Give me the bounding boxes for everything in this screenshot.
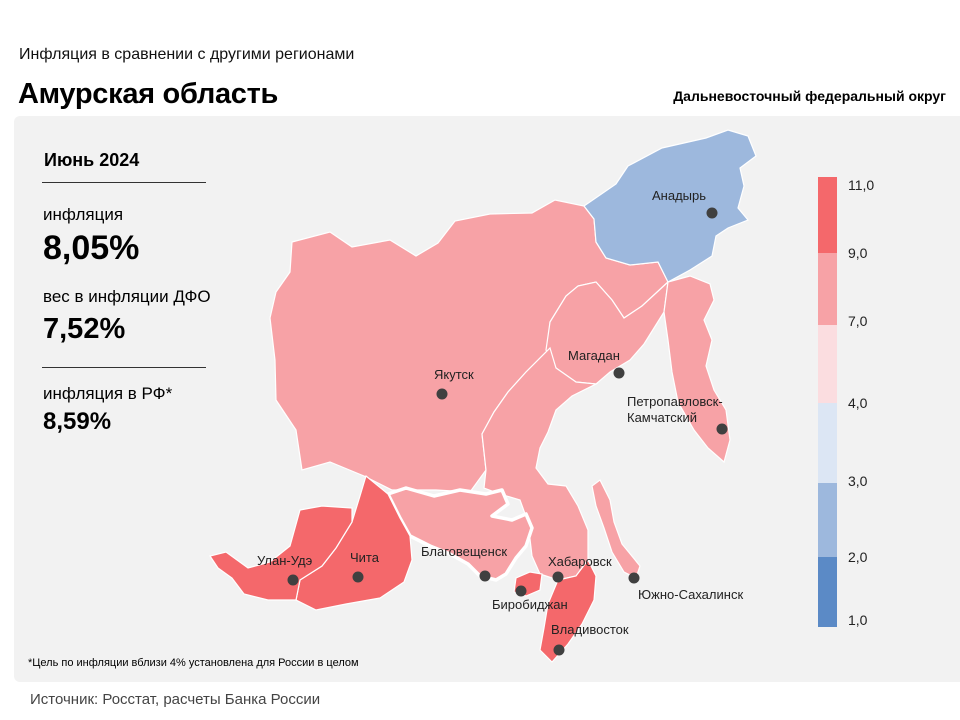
legend-bin-4-7: [818, 325, 837, 403]
region-sakhalin[interactable]: [591, 479, 641, 579]
city-dot-birobidzhan: [515, 585, 527, 597]
region-primorye[interactable]: [539, 558, 597, 663]
rf-inflation-label: инфляция в РФ*: [43, 384, 173, 403]
city-dot-ulan-ude: [287, 574, 299, 586]
district-title: Дальневосточный федеральный округ: [673, 88, 946, 104]
city-label-magadan: Магадан: [568, 348, 620, 363]
city-dot-magadan: [613, 367, 625, 379]
region-magadan[interactable]: [545, 280, 669, 385]
divider-top: [42, 182, 206, 183]
legend-bin-7-9: [818, 253, 837, 325]
region-kamchatka[interactable]: [663, 275, 731, 464]
weight-value: 7,52%: [43, 313, 126, 345]
region-buryatia[interactable]: [209, 505, 353, 601]
city-dot-yuzhno-sakhalinsk: [628, 572, 640, 584]
legend-tick-3: 3,0: [848, 473, 868, 489]
inflation-label: инфляция: [43, 205, 124, 224]
legend-bin-3-4: [818, 403, 837, 483]
city-dot-blagoveshchensk: [479, 570, 491, 582]
period-label: Июнь 2024: [44, 150, 140, 170]
page-subtitle: Инфляция в сравнении с другими регионами: [19, 46, 355, 63]
city-dot-anadyr: [706, 207, 718, 219]
source-note: Источник: Росстат, расчеты Банка России: [30, 691, 321, 708]
legend-tick-2: 2,0: [848, 549, 868, 565]
city-label-chita: Чита: [350, 550, 380, 565]
city-label-blagoveshchensk: Благовещенск: [421, 544, 507, 559]
color-legend: 11,0 9,0 7,0 4,0 3,0 2,0 1,0: [818, 177, 874, 628]
city-label-birobidzhan: Биробиджан: [492, 597, 568, 612]
city-label-petropavlovsk-2: Камчатский: [627, 410, 697, 425]
city-label-yuzhno-sakhalinsk: Южно-Сахалинск: [638, 587, 743, 602]
divider-bottom: [42, 367, 206, 368]
city-label-yakutsk: Якутск: [434, 367, 474, 382]
city-label-anadyr: Анадырь: [652, 188, 706, 203]
legend-bin-9-11: [818, 177, 837, 253]
city-label-ulan-ude: Улан-Удэ: [257, 553, 313, 568]
city-label-khabarovsk: Хабаровск: [548, 554, 612, 569]
legend-tick-4: 4,0: [848, 395, 868, 411]
legend-tick-7: 7,0: [848, 313, 868, 329]
legend-tick-9: 9,0: [848, 245, 868, 261]
city-dot-khabarovsk: [552, 571, 564, 583]
region-chukotka[interactable]: [583, 129, 757, 283]
legend-tick-11: 11,0: [848, 177, 874, 193]
legend-bin-2-3: [818, 483, 837, 557]
footnote: *Цель по инфляции вблизи 4% установлена …: [28, 657, 359, 669]
rf-inflation-value: 8,59%: [43, 408, 112, 435]
region-amur[interactable]: [386, 486, 534, 582]
inflation-value: 8,05%: [43, 229, 140, 267]
city-dot-petropavlovsk: [716, 423, 728, 435]
legend-bin-1-2: [818, 557, 837, 627]
city-dot-vladivostok: [553, 644, 565, 656]
page-title: Амурская область: [18, 78, 279, 110]
city-dot-yakutsk: [436, 388, 448, 400]
city-dot-chita: [352, 571, 364, 583]
city-label-petropavlovsk-1: Петропавловск-: [627, 394, 723, 409]
weight-label: вес в инфляции ДФО: [43, 287, 211, 306]
city-label-vladivostok: Владивосток: [551, 622, 629, 637]
legend-tick-1: 1,0: [848, 612, 868, 628]
